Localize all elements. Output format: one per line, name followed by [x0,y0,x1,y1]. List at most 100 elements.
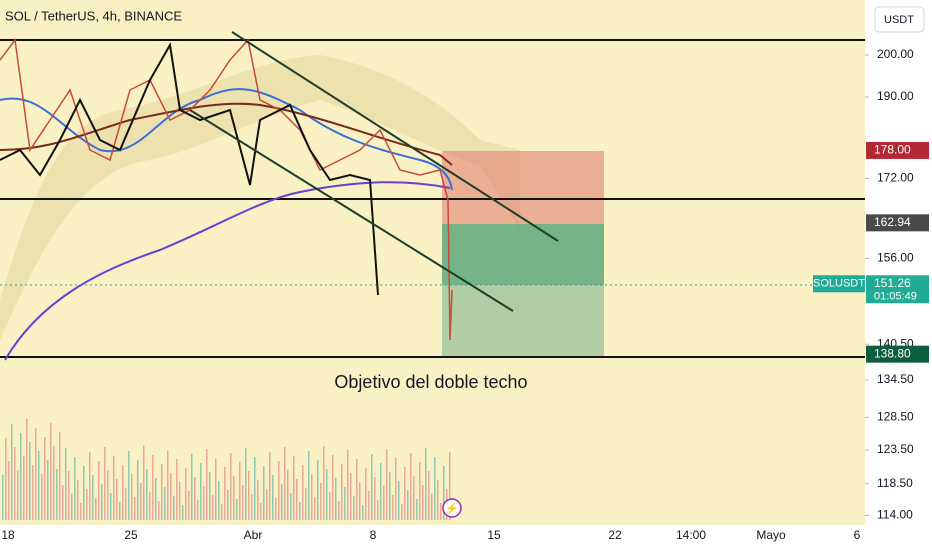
volume-bar [320,483,322,520]
volume-bar [71,494,73,520]
volume-bar [245,448,247,520]
price-axis-bg [865,0,932,550]
volume-bar [329,492,331,520]
volume-bar [368,491,370,520]
trendline [231,31,559,242]
volume-bar [92,475,94,520]
projection-path [0,42,379,296]
volume-bar [218,481,220,520]
volume-bar [47,460,49,520]
price-tag-label: 151.26 [874,276,911,290]
volume-bar [287,470,289,520]
price-tick-label: 128.50 [877,409,914,423]
time-label: 18 [1,528,15,542]
volume-bar [404,467,406,520]
volume-bar [197,500,199,520]
volume-bar [362,505,364,520]
volume-bar [179,482,181,520]
time-label: 6 [854,528,861,542]
volume-bar [2,475,4,520]
volume-bar [395,458,397,520]
volume-bar [146,469,148,520]
volume-bar [326,469,328,520]
price-tag [866,275,929,304]
volume-bar [41,474,43,520]
volume-bar [161,464,163,520]
volume-bar [293,456,295,520]
volume-bar [113,456,115,520]
time-label: 25 [124,528,138,542]
reward-box [442,224,604,285]
event-icon [442,498,462,518]
volume-bar [365,468,367,520]
volume-bar [275,498,277,520]
volume-bar [398,481,400,520]
volume-bar [410,453,412,520]
volume-bar [335,478,337,520]
volume-bar [11,424,13,520]
volume-bar [260,503,262,520]
risk-box [442,151,604,224]
volume-bar [143,446,145,520]
volume-bar [68,471,70,520]
time-label: 22 [608,528,622,542]
volume-bar [107,470,109,520]
volume-bar [32,465,34,520]
volume-bar [158,501,160,520]
volume-bar [311,474,313,520]
time-axis-bg [0,525,865,550]
volume-bar [206,449,208,520]
symbol-tag-label: SOLUSDT [813,278,865,290]
volume-bar [17,470,19,520]
price-tick-label: 123.50 [877,442,914,456]
volume-bar [191,454,193,520]
symbol-tag [813,275,865,293]
volume-bar [209,472,211,520]
volume-bar [53,446,55,520]
volume-bar [344,487,346,520]
volume-bar [437,480,439,520]
volume-bar [263,466,265,520]
volume-bar [50,423,52,520]
time-label: 15 [487,528,501,542]
volume-bar [386,449,388,520]
volume-bar [8,461,10,520]
volume-bar [167,450,169,520]
currency-button-label[interactable]: USDT [884,14,914,26]
volume-bar [416,499,418,520]
volume-bar [425,448,427,520]
volume-bar [257,480,259,520]
volume-bar [308,451,310,520]
volume-bar [242,485,244,520]
volume-bar [200,463,202,520]
volume-bar [353,496,355,520]
volume-bar [20,433,22,520]
volume-bar [281,484,283,520]
price-tag [866,345,929,363]
volume-bar [305,488,307,520]
price-tag [866,141,929,159]
volume-bar [314,497,316,520]
volume-bar [233,476,235,520]
volume-bar [254,457,256,520]
volume-bar [185,468,187,520]
volume-bar [74,457,76,520]
price-tick-label: 114.00 [877,508,913,522]
volume-bar [380,463,382,520]
volume-bar [434,457,436,520]
volume-bar [65,448,67,520]
volume-bar [164,487,166,520]
volume-bar [188,491,190,520]
currency-button[interactable] [874,6,925,33]
volume-bar [44,437,46,520]
volume-bar [272,475,274,520]
volume-bar [371,454,373,520]
volume-bar [389,472,391,520]
volume-bar [419,462,421,520]
volume-bar [77,480,79,520]
time-label: 8 [370,528,377,542]
volume-bar [155,478,157,520]
volume-bar [83,466,85,520]
volume-bar [377,500,379,520]
